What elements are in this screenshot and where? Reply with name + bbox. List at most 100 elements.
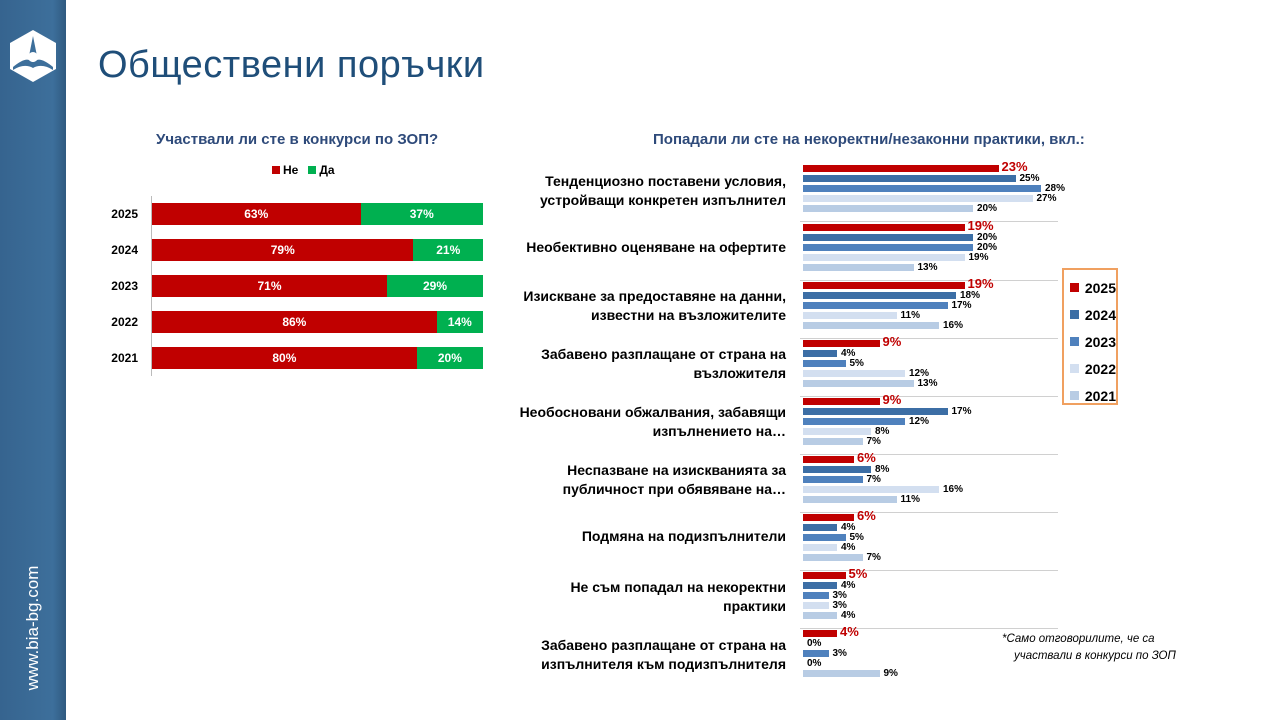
year-label: 2021 — [111, 351, 138, 365]
value-label-2025: 23% — [1001, 159, 1028, 174]
bar-2025 — [803, 572, 846, 579]
value-label-2025: 19% — [967, 276, 994, 291]
left-chart-title: Участвали ли сте в конкурси по ЗОП? — [156, 131, 439, 148]
year-label: 2025 — [111, 207, 138, 221]
year-label: 2024 — [111, 243, 138, 257]
value-label-2025: 5% — [848, 566, 868, 581]
value-label-2024: 20% — [977, 232, 998, 243]
bar-2025 — [803, 165, 999, 172]
bar-2023 — [803, 244, 973, 251]
value-label-2022: 27% — [1036, 193, 1057, 204]
legend-label: Не — [283, 163, 299, 177]
value-label-2024: 4% — [841, 348, 856, 359]
legend-item-2025: 2025 — [1070, 274, 1116, 301]
value-label-2025: 4% — [840, 624, 859, 639]
value-label-2024: 4% — [841, 580, 856, 591]
bar-2024 — [803, 582, 837, 589]
value-label-2021: 13% — [917, 262, 938, 273]
bar-segment-Не: 80% — [152, 347, 417, 369]
bar-2024 — [803, 408, 948, 415]
value-label-2023: 3% — [832, 590, 847, 601]
value-label-2022: 4% — [841, 542, 856, 553]
bar-2022 — [803, 195, 1033, 202]
website-url: www.bia-bg.com — [23, 565, 42, 691]
value-label-2022: 0% — [807, 658, 822, 669]
footnote: *Само отговорилите, че са участвали в ко… — [1002, 631, 1176, 665]
left-chart-legend: Не Да — [272, 163, 335, 177]
legend-label: 2021 — [1084, 387, 1116, 404]
value-label-2024: 4% — [841, 522, 856, 533]
group-separator — [800, 396, 1058, 397]
legend-label: 2025 — [1084, 279, 1116, 296]
legend-swatch — [1070, 364, 1079, 373]
bar-2023 — [803, 360, 846, 367]
footnote-line: участвали в конкурси по ЗОП — [1014, 650, 1176, 662]
bar-segment-Да: 29% — [387, 275, 483, 297]
legend-swatch — [308, 166, 317, 174]
value-label-2023: 5% — [849, 358, 864, 369]
legend-label: 2023 — [1084, 333, 1116, 350]
bar-2023 — [803, 302, 948, 309]
bar-2022 — [803, 486, 939, 493]
bar-2024 — [803, 234, 973, 241]
value-label-2024: 0% — [807, 638, 822, 649]
legend-item-no: Не — [272, 163, 298, 177]
bar-2024 — [803, 350, 837, 357]
bar-2025 — [803, 224, 965, 231]
bar-2022 — [803, 544, 837, 551]
category-label: Не съм попадал на некоректни практики — [570, 579, 786, 614]
value-label-2025: 9% — [882, 392, 902, 407]
value-label-2024: 25% — [1019, 173, 1040, 184]
bar-2023 — [803, 185, 1041, 192]
value-label-2023: 28% — [1045, 183, 1066, 194]
group-separator — [800, 454, 1058, 455]
bar-2024 — [803, 175, 1016, 182]
value-label-2024: 8% — [875, 464, 890, 475]
legend-swatch — [1070, 283, 1079, 292]
bar-2022 — [803, 602, 829, 609]
legend-item-2022: 2022 — [1070, 355, 1116, 382]
bar-2021 — [803, 496, 897, 503]
legend-label: Да — [319, 163, 335, 177]
bar-2021 — [803, 438, 863, 445]
bar-segment-Не: 63% — [152, 203, 361, 225]
bar-2023 — [803, 534, 846, 541]
value-label-2023: 5% — [849, 532, 864, 543]
bar-2021 — [803, 322, 939, 329]
bar-2023 — [803, 476, 863, 483]
bar-2022 — [803, 254, 965, 261]
bar-2025 — [803, 514, 854, 521]
value-label-2021: 7% — [866, 436, 881, 447]
group-separator — [800, 512, 1058, 513]
value-label-2021: 16% — [943, 320, 964, 331]
legend-item-yes: Да — [308, 163, 335, 177]
bar-segment-Да: 21% — [413, 239, 483, 261]
group-separator — [800, 628, 1058, 629]
value-label-2025: 19% — [967, 218, 994, 233]
footnote-line: *Само отговорилите, че са — [1002, 633, 1155, 645]
value-label-2025: 6% — [857, 508, 876, 523]
value-label-2024: 17% — [951, 406, 972, 417]
value-label-2024: 18% — [960, 290, 981, 301]
value-label-2023: 12% — [909, 416, 930, 427]
value-label-2022: 11% — [900, 310, 920, 321]
bar-2023 — [803, 650, 829, 657]
category-label: Необосновани обжалвания, забавящи изпълн… — [519, 404, 786, 439]
group-separator — [800, 338, 1058, 339]
legend-item-2024: 2024 — [1070, 301, 1116, 328]
category-label: Неспазване на изискванията за публичност… — [562, 462, 786, 497]
value-label-2023: 3% — [832, 648, 847, 659]
left-chart-axis — [151, 196, 152, 376]
bar-2021 — [803, 205, 973, 212]
bar-2025 — [803, 282, 965, 289]
bar-2025 — [803, 398, 880, 405]
bar-2024 — [803, 466, 871, 473]
legend-swatch — [1070, 337, 1079, 346]
category-label: Тенденциозно поставени условия, устройва… — [539, 173, 786, 208]
value-label-2025: 6% — [857, 450, 876, 465]
bar-segment-Не: 71% — [152, 275, 387, 297]
bar-2021 — [803, 554, 863, 561]
value-label-2021: 20% — [977, 203, 998, 214]
year-label: 2022 — [111, 315, 138, 329]
bar-2023 — [803, 592, 829, 599]
